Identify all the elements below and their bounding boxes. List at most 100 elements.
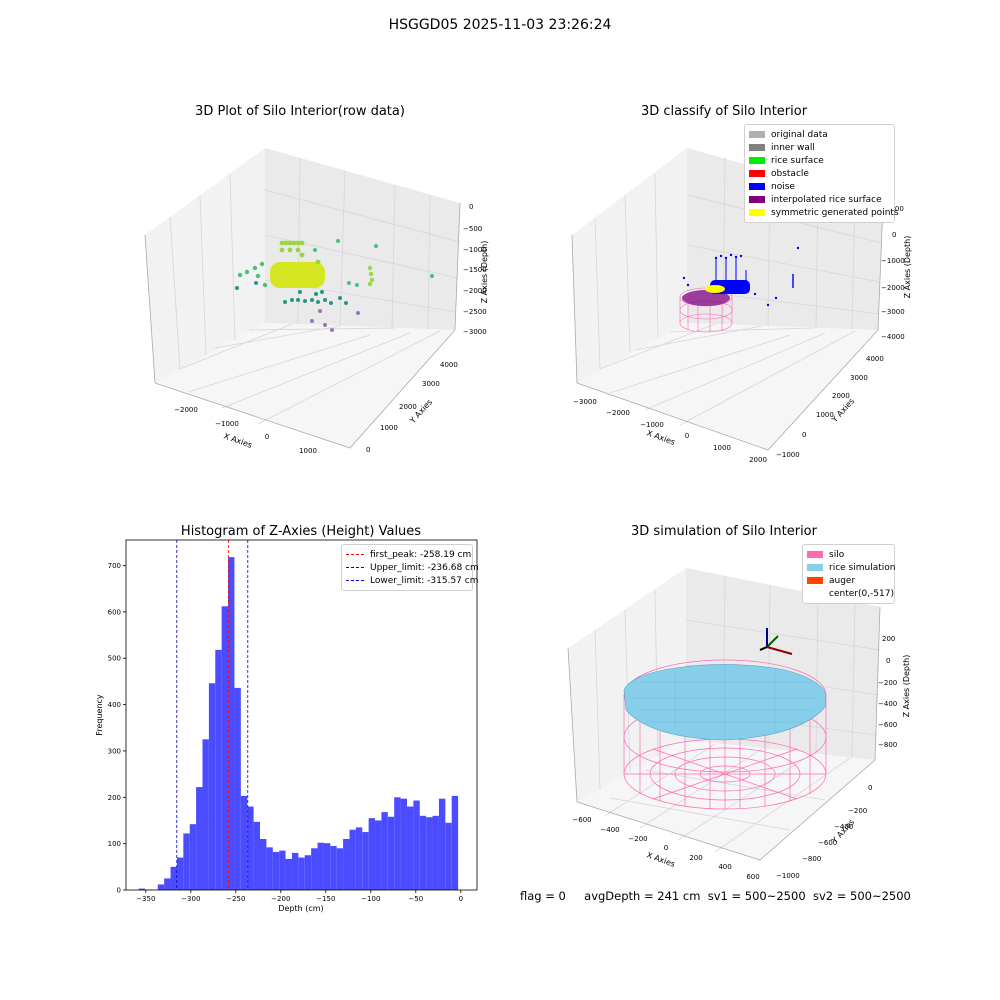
- sim-y-label: Y Axies: [829, 818, 856, 846]
- legend-swatch: [807, 590, 823, 597]
- x-tick-label: −350: [136, 895, 155, 903]
- classify-z-tick: −4000: [881, 333, 905, 341]
- histogram-bar: [234, 687, 241, 890]
- sim-y-tick: −600: [818, 839, 837, 847]
- legend-swatch: [749, 144, 765, 151]
- legend-item: symmetric generated points: [749, 206, 899, 219]
- y-tick-label: 200: [108, 794, 121, 802]
- simulation-panel-title: 3D simulation of Silo Interior: [631, 524, 817, 539]
- sim-y-tick: −400: [834, 823, 853, 831]
- raw-x-tick: −1000: [215, 420, 239, 428]
- histogram-bar: [375, 820, 382, 890]
- histogram-bars: [138, 557, 459, 890]
- raw-z-tick: −500: [463, 225, 482, 233]
- sim-y-tick: −1000: [776, 872, 800, 880]
- histogram-bar: [394, 797, 401, 890]
- legend-item: obstacle: [749, 167, 890, 180]
- raw-z-tick: −2000: [463, 287, 487, 295]
- histogram-bar: [432, 815, 439, 890]
- sim-x-tick: 600: [746, 873, 759, 881]
- classify-legend: original data inner wall rice surface ob…: [744, 124, 899, 223]
- sim-x-tick: 400: [718, 863, 731, 871]
- raw-z-tick: 0: [469, 203, 473, 211]
- histogram-bar: [138, 888, 145, 890]
- y-tick-label: 500: [108, 655, 121, 663]
- raw-y-tick: 4000: [440, 361, 458, 369]
- legend-swatch: [749, 170, 765, 177]
- legend-item: inner wall: [749, 141, 890, 154]
- histogram-y-ticks: 0 100 200 300 400 500 600 700: [108, 562, 126, 895]
- legend-item: auger: [807, 574, 890, 587]
- legend-label: noise: [771, 181, 795, 192]
- histogram-bar: [176, 857, 184, 890]
- avg-depth-text: avgDepth = 241 cm: [584, 889, 701, 903]
- histogram-bar: [157, 884, 165, 890]
- legend-item: noise: [749, 180, 890, 193]
- sim-x-tick: −400: [600, 826, 619, 834]
- histogram-bar: [221, 606, 229, 890]
- raw-y-tick: 3000: [422, 380, 440, 388]
- raw-y-tick: 0: [366, 446, 370, 454]
- figure-title: HSGGD05 2025-11-03 23:26:24: [388, 17, 612, 33]
- histogram-bar: [413, 800, 420, 890]
- histogram-x-ticks: −350 −300 −250 −200 −150 −100 −50 0: [136, 890, 463, 903]
- histogram-bar: [266, 847, 273, 890]
- legend-item: rice simulation: [807, 561, 895, 574]
- histogram-bar: [349, 829, 356, 890]
- raw-z-tick: −1500: [463, 266, 487, 274]
- classify-z-tick: −2000: [881, 284, 905, 292]
- simulation-legend: silo rice simulation auger center(0,-517…: [802, 544, 895, 604]
- legend-label: Upper_limit: -236.68 cm: [370, 562, 479, 573]
- classify-3d-plot: −3000 −2000 −1000 0 1000 2000 −1000 0 10…: [571, 148, 912, 464]
- classify-y-tick: 3000: [850, 374, 868, 382]
- legend-label: symmetric generated points: [771, 207, 899, 218]
- histogram-bar: [196, 787, 203, 890]
- legend-item: interpolated rice surface: [749, 193, 890, 206]
- legend-label: center(0,-517): [829, 588, 894, 599]
- histogram-bar: [381, 812, 388, 890]
- histogram-bar: [355, 827, 363, 890]
- classify-x-tick: 1000: [713, 444, 731, 452]
- legend-label: auger: [829, 575, 856, 586]
- legend-label: rice simulation: [829, 562, 896, 573]
- histogram-bar: [304, 855, 312, 890]
- raw-panel-title: 3D Plot of Silo Interior(row data): [195, 104, 405, 119]
- classify-y-tick: 1000: [816, 411, 834, 419]
- x-tick-label: −50: [408, 895, 423, 903]
- histogram-y-label: Frequency: [95, 694, 104, 736]
- simulation-axes-indicator: [759, 628, 793, 655]
- histogram-bar: [228, 557, 235, 890]
- sim-z-label: Z Axies (Depth): [902, 655, 911, 718]
- classify-x-tick: −1000: [640, 421, 664, 429]
- legend-label: rice surface: [771, 155, 824, 166]
- histogram-bar: [323, 843, 331, 890]
- raw-x-tick: −2000: [174, 406, 198, 414]
- histogram-bar: [330, 845, 337, 890]
- x-tick-label: −250: [226, 895, 245, 903]
- legend-swatch: [807, 577, 823, 584]
- sim-y-tick: −200: [848, 807, 867, 815]
- sim-x-tick: 0: [664, 844, 668, 852]
- histogram-bar: [164, 878, 171, 890]
- legend-swatch: [749, 209, 765, 216]
- raw-z-tick: −2500: [463, 308, 487, 316]
- classify-z-label: Z Axies (Depth): [903, 236, 912, 299]
- histogram-bar: [260, 839, 267, 890]
- classify-y-tick: 4000: [866, 355, 884, 363]
- histogram-bar: [189, 824, 197, 890]
- histogram-bar: [336, 848, 344, 890]
- legend-item: silo: [807, 548, 890, 561]
- legend-swatch: [807, 564, 823, 571]
- histogram-chart: −350 −300 −250 −200 −150 −100 −50 0 0 100 200 300 4…: [95, 539, 478, 913]
- classify-x-label: X Axies: [645, 428, 676, 447]
- legend-item: rice surface: [749, 154, 890, 167]
- legend-swatch: [749, 157, 765, 164]
- histogram-bar: [362, 832, 369, 890]
- classify-y-tick: 0: [802, 431, 806, 439]
- legend-label: silo: [829, 549, 845, 560]
- legend-item: Lower_limit: -315.57 cm: [346, 574, 478, 587]
- raw-y-label: Y Axies: [407, 398, 434, 426]
- legend-item: center(0,-517): [807, 587, 894, 600]
- simulation-rice-surface: [623, 664, 827, 741]
- sv1-text: sv1 = 500~2500: [707, 889, 806, 903]
